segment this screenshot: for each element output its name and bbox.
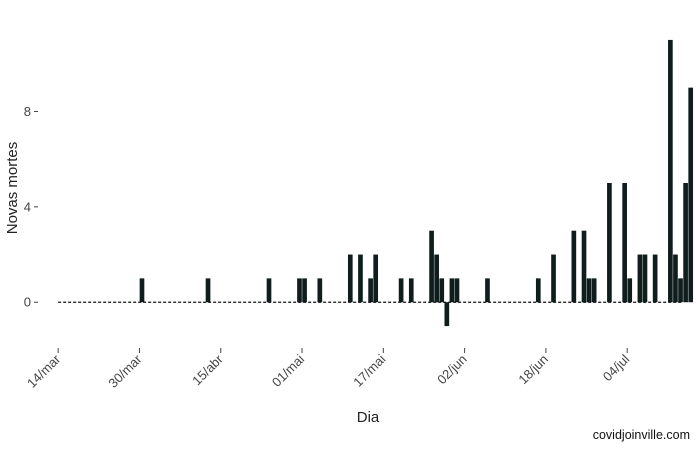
bar [607, 183, 612, 303]
source-credit: covidjoinville.com [592, 428, 690, 442]
x-tick-label: 14/mar [24, 351, 64, 391]
bar [444, 302, 450, 327]
bar [652, 254, 658, 303]
x-tick-label: 04/jul [600, 351, 633, 384]
bar [668, 39, 673, 303]
bar [535, 278, 541, 303]
bar [434, 254, 439, 303]
x-tick-label: 01/mai [269, 351, 307, 389]
bar [678, 278, 683, 303]
bar [347, 254, 353, 303]
x-tick-label: 15/abr [189, 351, 226, 388]
bar [485, 278, 490, 303]
bar [551, 254, 556, 303]
y-axis-title: Novas mortes [4, 142, 21, 235]
bar [622, 183, 627, 303]
bar [297, 278, 302, 303]
x-axis: 14/mar 30/mar 15/abr 01/mai 17/mai 02/jun 18/j… [24, 348, 632, 391]
y-tick-label: 8 [24, 104, 31, 119]
x-tick-label: 02/jun [434, 352, 470, 388]
bar [398, 278, 404, 303]
bar [673, 254, 678, 303]
bar [591, 278, 597, 303]
bar [454, 278, 460, 303]
bars-group [139, 39, 694, 327]
bar [266, 278, 272, 303]
bar [586, 278, 592, 303]
bar [688, 87, 694, 303]
bar [683, 183, 688, 303]
y-tick-label: 0 [24, 295, 31, 310]
bar [637, 254, 643, 303]
bar [429, 230, 434, 303]
bar [302, 278, 307, 303]
bar [449, 278, 455, 303]
bar [205, 278, 211, 303]
x-tick-label: 30/mar [105, 351, 145, 391]
y-tick-label: 4 [24, 199, 31, 214]
bar [317, 278, 323, 303]
x-axis-title: Dia [357, 409, 380, 426]
bar [571, 230, 577, 303]
bar [373, 254, 379, 303]
x-tick-label: 17/mai [350, 351, 388, 389]
bar [368, 278, 373, 303]
bar [139, 278, 145, 303]
bar [439, 278, 445, 303]
bar [627, 278, 633, 303]
bar [408, 278, 414, 303]
bar [581, 230, 587, 303]
bar [642, 254, 648, 303]
bar [358, 254, 363, 303]
y-axis: 0 4 8 [24, 104, 38, 310]
x-tick-label: 18/jun [515, 352, 551, 388]
